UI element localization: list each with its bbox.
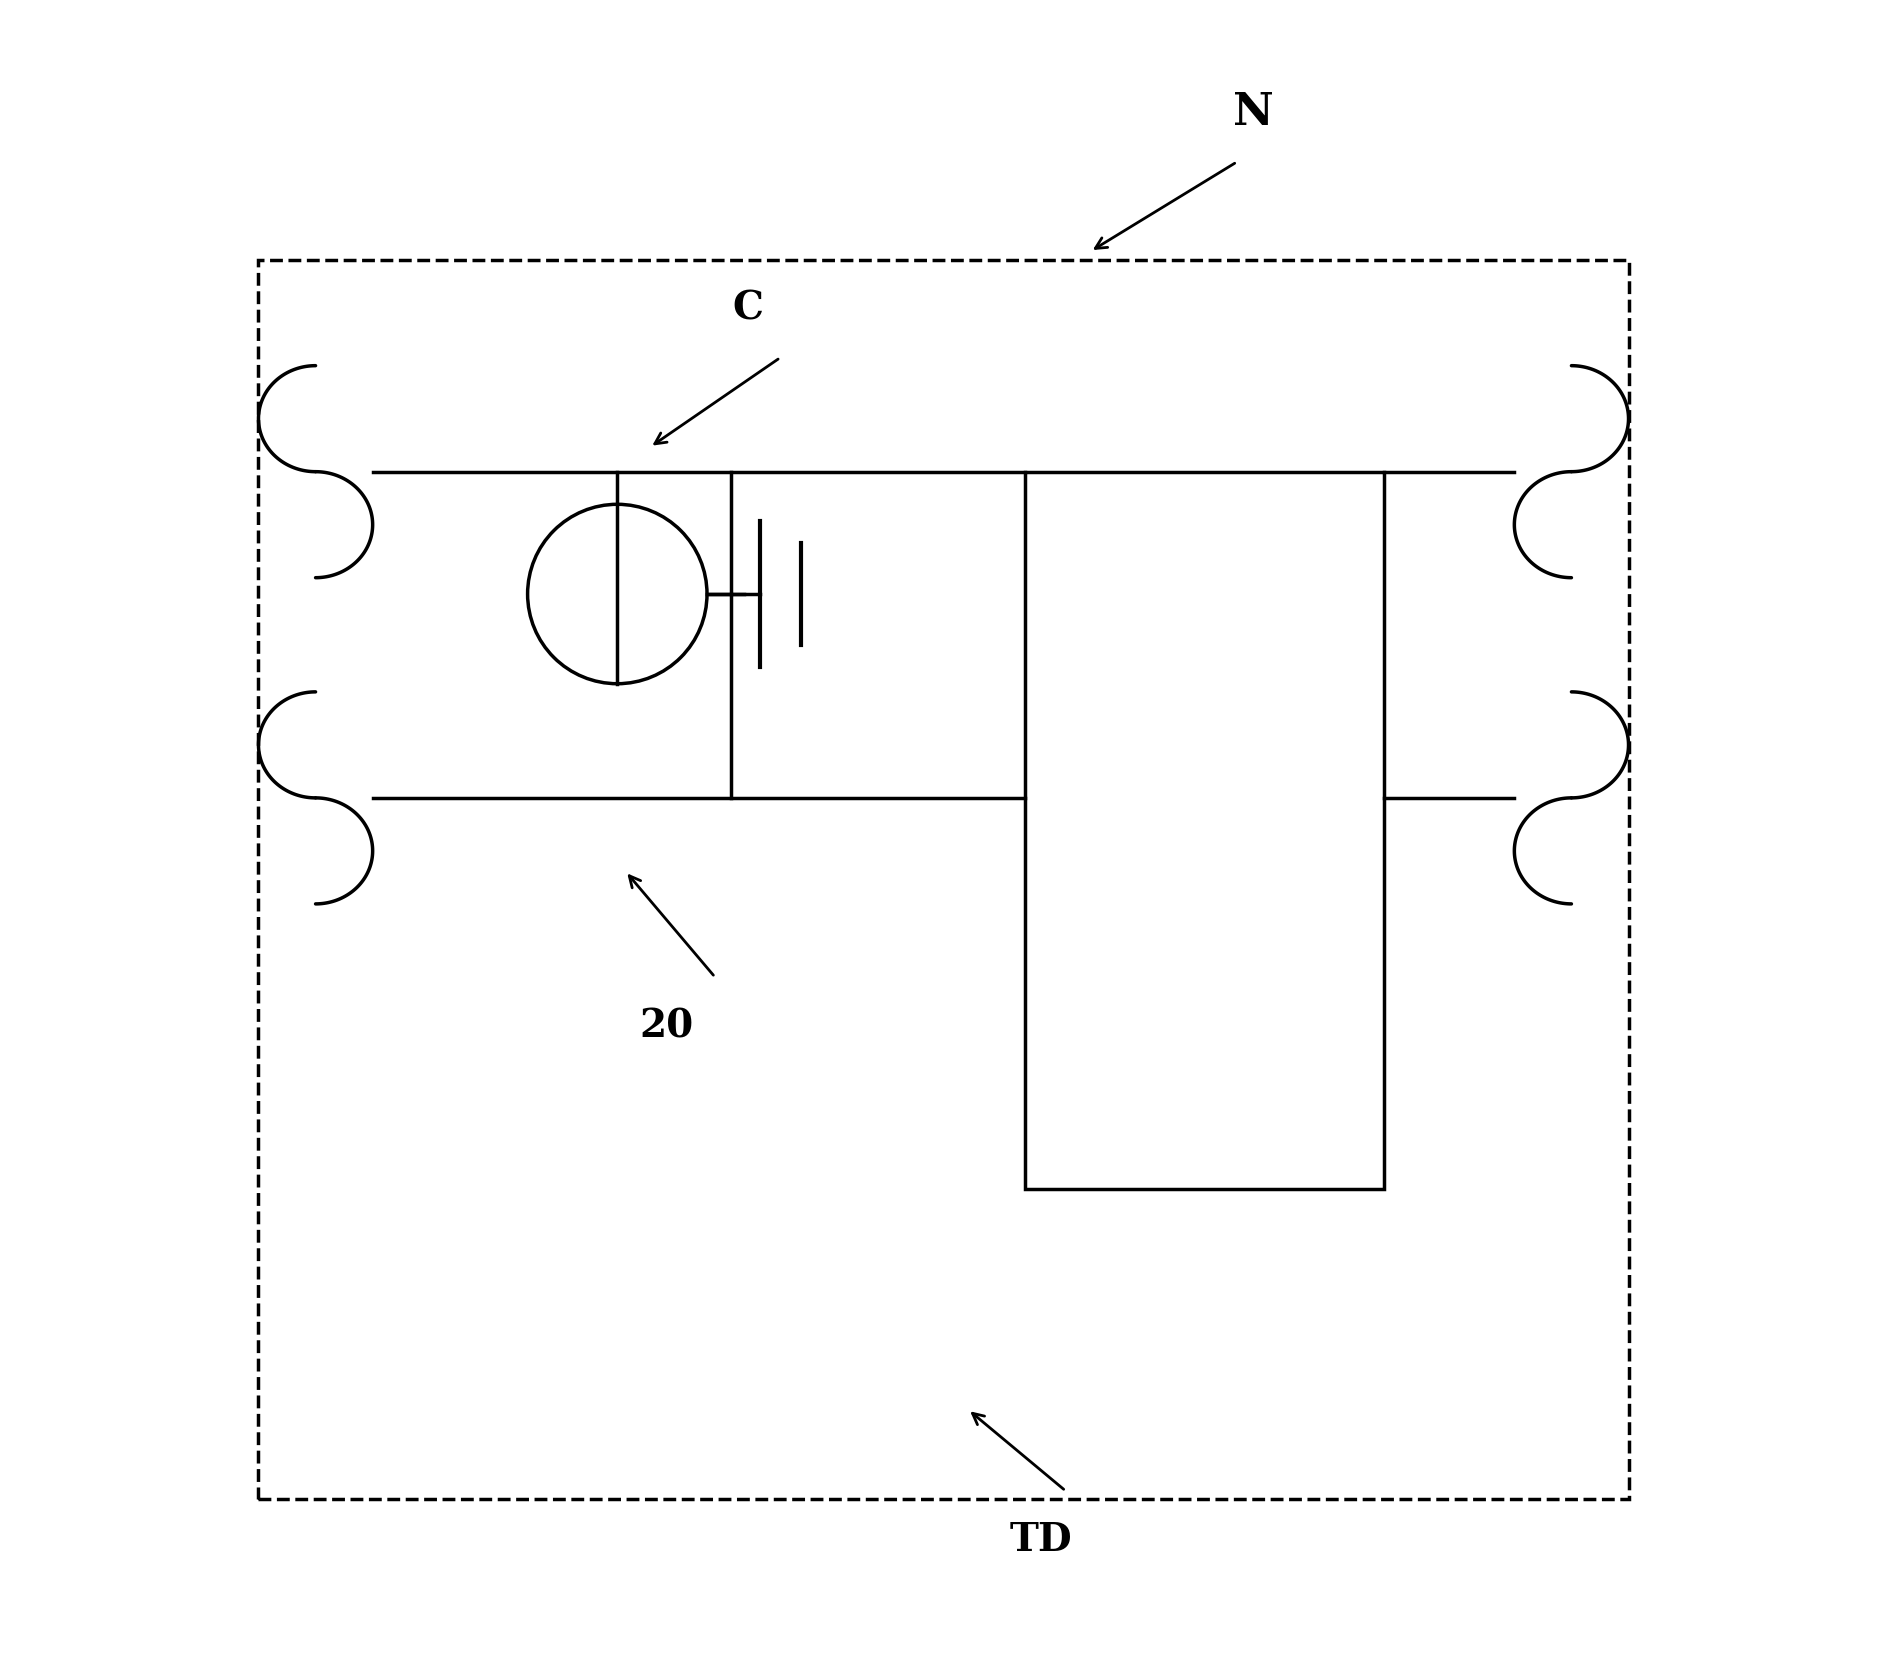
Text: N: N [1232, 91, 1274, 135]
Text: 20: 20 [640, 1007, 693, 1045]
Bar [259, 259, 1628, 1500]
Bar [1025, 472, 1383, 1189]
Text: TD: TD [1010, 1521, 1072, 1560]
Text: C: C [732, 289, 762, 327]
